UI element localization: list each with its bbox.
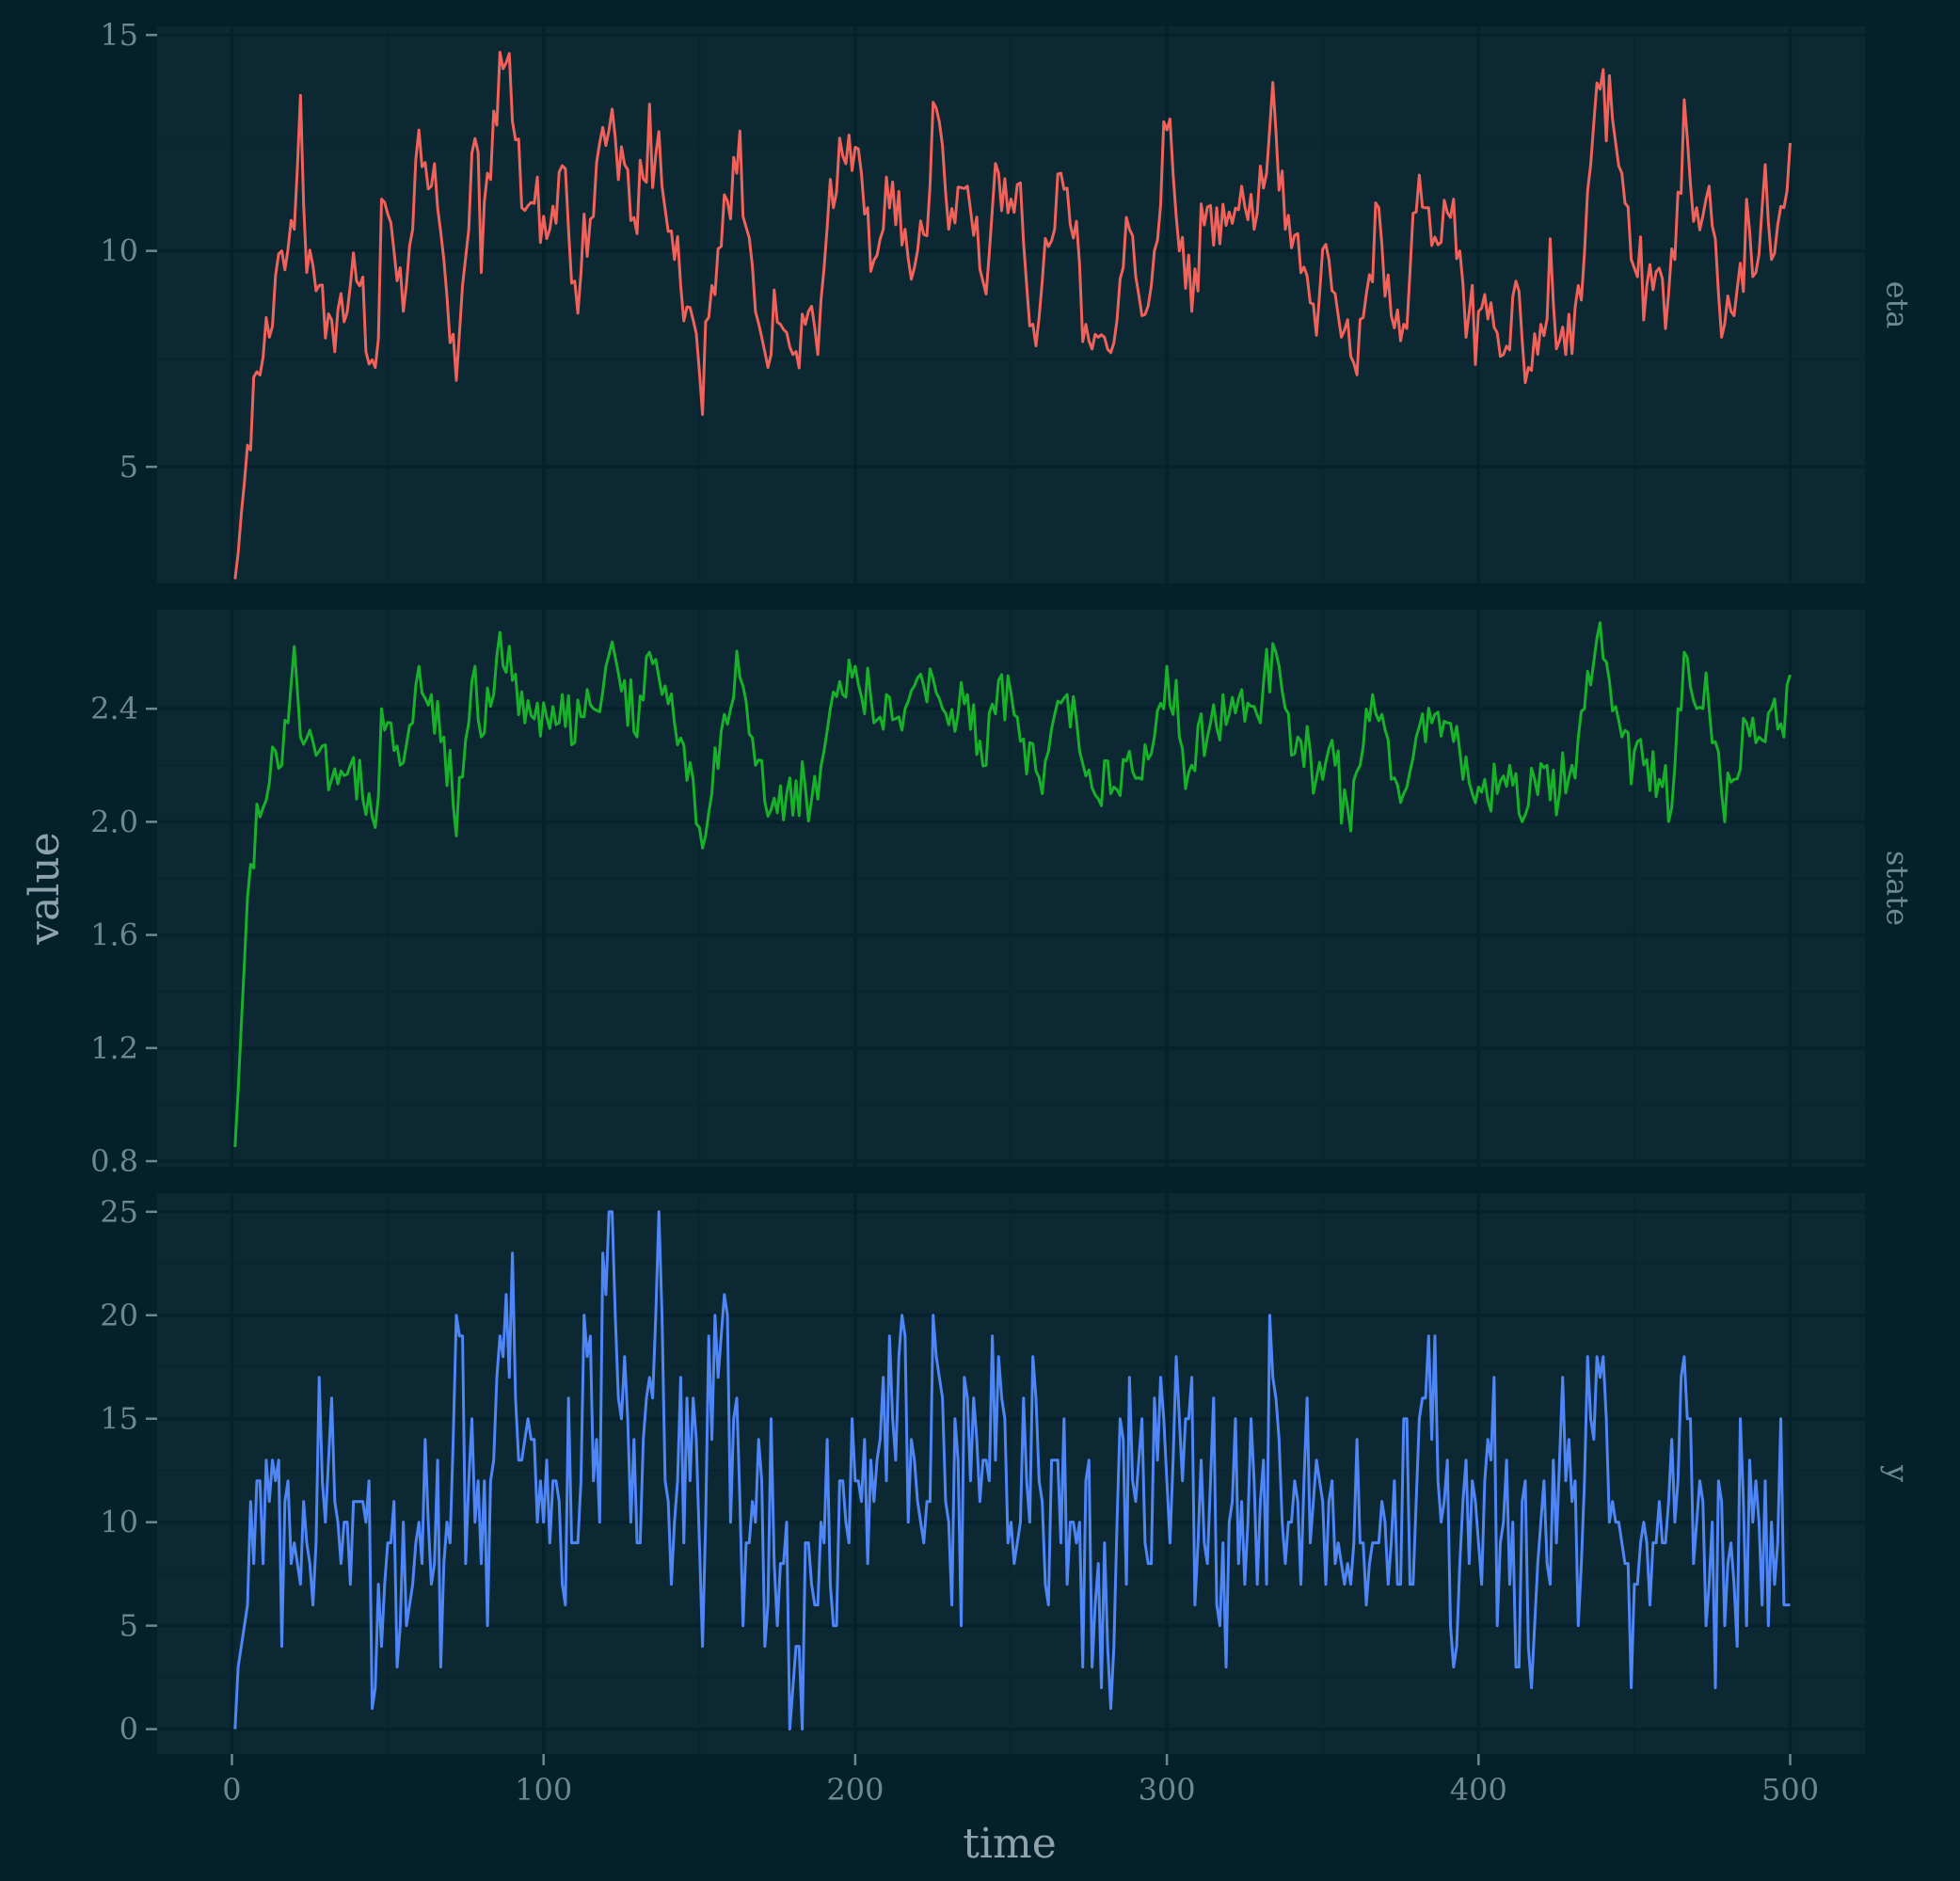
- facet-eta: 5 10 15 eta: [100, 17, 1916, 583]
- facet-strip-label: state: [1880, 851, 1916, 926]
- y-tick-label: 20: [100, 1298, 138, 1333]
- y-tick-label: 10: [100, 1505, 138, 1540]
- y-tick-label: 2.4: [90, 691, 138, 726]
- y-tick-label: 1.6: [90, 917, 138, 953]
- facet-y: 0 5 10 15 20 25 y: [100, 1193, 1916, 1754]
- x-tick-label: 200: [826, 1772, 884, 1808]
- x-tick-label: 400: [1450, 1772, 1507, 1808]
- x-tick-label: 500: [1761, 1772, 1819, 1808]
- series-line-state: [233, 621, 1792, 1148]
- x-axis: 0 100 200 300 400 500: [222, 1754, 1819, 1808]
- y-tick-label: 10: [100, 233, 138, 269]
- series-line-y: [233, 1210, 1791, 1731]
- facet-state: 0.8 1.2 1.6 2.0 2.4 state: [90, 610, 1916, 1179]
- facet-panels: 5 10 15 eta 0.8 1.2 1.6 2.0 2.4 state 0 5 10 15 20 25 y: [90, 17, 1916, 1754]
- x-axis-title: time: [963, 1820, 1057, 1868]
- y-tick-label: 25: [100, 1194, 138, 1230]
- facet-strip-label: eta: [1880, 281, 1916, 329]
- x-tick-label: 300: [1139, 1772, 1196, 1808]
- y-tick-label: 2.0: [90, 804, 138, 839]
- x-tick-label: 100: [515, 1772, 572, 1808]
- y-tick-label: 0.8: [90, 1143, 138, 1179]
- y-tick-label: 15: [100, 17, 138, 53]
- y-tick-label: 15: [100, 1401, 138, 1437]
- y-tick-label: 0: [120, 1712, 138, 1747]
- x-tick-label: 0: [222, 1772, 241, 1808]
- y-tick-label: 5: [120, 1608, 138, 1644]
- y-axis-title: value: [21, 832, 69, 946]
- facet-strip-label: y: [1880, 1464, 1916, 1482]
- series-line-eta: [233, 51, 1793, 580]
- y-tick-label: 5: [120, 449, 138, 485]
- y-tick-label: 1.2: [90, 1030, 138, 1066]
